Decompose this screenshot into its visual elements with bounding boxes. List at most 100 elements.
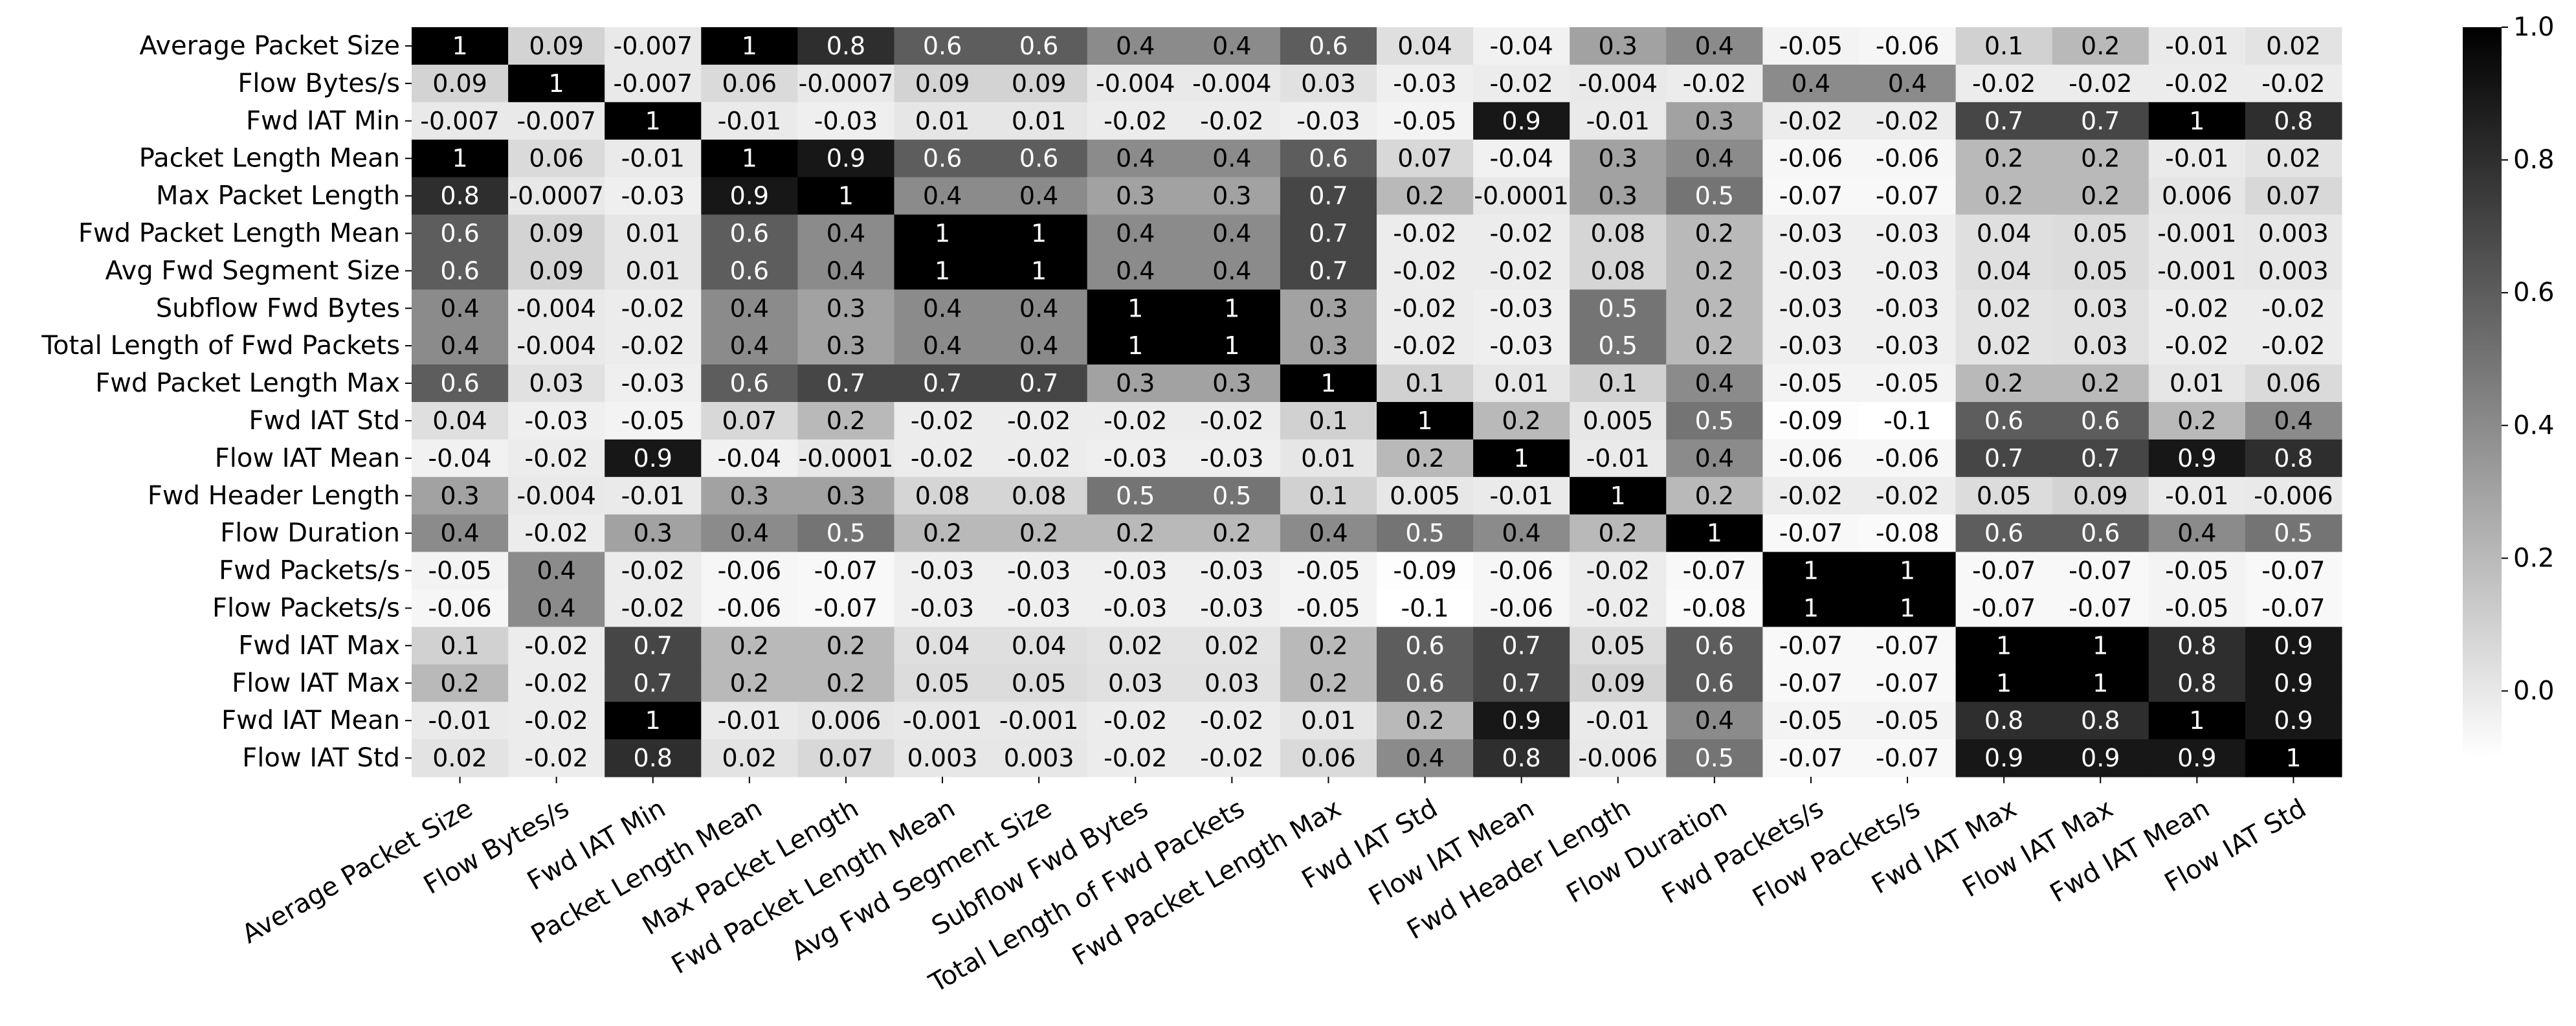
heatmap-cell-value: -0.07 [1779, 669, 1843, 697]
heatmap-cell-value: 0.5 [1405, 519, 1444, 548]
heatmap-cell [1666, 139, 1763, 178]
heatmap-cell [990, 702, 1088, 740]
heatmap-cell-value: 0.3 [1599, 32, 1638, 60]
heatmap-cell [1955, 252, 2053, 290]
heatmap-cell [2052, 476, 2149, 515]
heatmap-cell [1183, 139, 1281, 178]
heatmap-cell-value: -0.05 [1779, 32, 1843, 60]
heatmap-cell-value: 1 [2189, 706, 2204, 735]
heatmap-cell-value: -0.01 [718, 706, 781, 735]
heatmap-cell-value: 0.01 [1301, 444, 1356, 473]
heatmap-cell [2245, 214, 2342, 252]
heatmap-cell-value: 1 [742, 144, 757, 173]
heatmap-cell-value: 0.4 [537, 557, 575, 585]
heatmap-cell [1473, 289, 1570, 328]
heatmap-cell [2245, 139, 2342, 178]
heatmap-cell-value: -0.07 [1876, 669, 1939, 697]
colorbar-tick-label: 0.6 [2513, 278, 2555, 307]
heatmap-cell [1473, 102, 1570, 140]
y-tick-label: Flow IAT Max [232, 668, 400, 698]
heatmap-cell [412, 627, 509, 665]
heatmap-cell [1087, 589, 1184, 627]
heatmap-cell-value: 1 [935, 219, 950, 247]
heatmap-cell [1377, 552, 1474, 590]
heatmap-cell-value: 0.2 [1695, 294, 1734, 322]
heatmap-cell [1280, 402, 1377, 440]
heatmap-cell-value: -0.02 [1683, 69, 1746, 98]
y-axis-tick-labels: Average Packet Size Flow Bytes/s Fwd IAT M… [41, 31, 412, 773]
heatmap-cell-value: -0.02 [1876, 482, 1939, 510]
heatmap-cell [1859, 552, 1957, 590]
heatmap-cell-value: -0.03 [1876, 294, 1939, 322]
heatmap-cell [1473, 664, 1570, 702]
heatmap-cell [1377, 702, 1474, 740]
heatmap-cell [2245, 589, 2342, 627]
heatmap-cell [2148, 439, 2246, 478]
heatmap-cell-value: 0.8 [634, 744, 672, 772]
heatmap-cell-value: 1 [935, 256, 950, 285]
heatmap-cell [990, 364, 1088, 403]
heatmap-cell-value: 0.08 [915, 482, 970, 510]
heatmap-cell [1666, 589, 1763, 627]
heatmap-cell-value: 0.6 [923, 144, 962, 173]
heatmap-cell-value: 0.2 [1695, 331, 1734, 360]
heatmap-cell-value: 0.04 [432, 407, 487, 435]
heatmap-cell-value: 1 [742, 32, 757, 60]
heatmap-cell [1762, 214, 1860, 252]
heatmap-cell [1087, 139, 1184, 178]
heatmap-cell [1570, 664, 1667, 702]
heatmap-cell-value: 0.3 [1695, 107, 1734, 135]
heatmap-cell [2052, 439, 2149, 478]
heatmap-cell [1859, 139, 1957, 178]
heatmap-cell [1280, 627, 1377, 665]
heatmap-cell [412, 27, 509, 65]
heatmap-cell [1087, 439, 1184, 478]
y-tick-label: Fwd IAT Mean [221, 706, 400, 735]
heatmap-cell [1183, 627, 1281, 665]
heatmap-cell-value: 0.4 [2177, 519, 2216, 548]
heatmap-cell-value: 1 [452, 32, 467, 60]
heatmap-cell [1666, 327, 1763, 365]
heatmap-cell-value: 0.2 [1309, 631, 1348, 660]
y-tick-label: Flow IAT Std [242, 743, 400, 773]
heatmap-cell-value: -0.004 [1579, 69, 1658, 98]
heatmap-cell [1280, 552, 1377, 590]
heatmap-cell [1377, 214, 1474, 252]
heatmap-cell [797, 252, 895, 290]
heatmap-cell [1955, 589, 2053, 627]
heatmap-cell [1183, 102, 1281, 140]
heatmap-cell-value: -0.02 [2261, 331, 2325, 360]
heatmap-cell-value: -0.06 [718, 557, 781, 585]
heatmap-cell-value: 0.4 [537, 594, 575, 622]
heatmap-cell-value: 0.07 [2266, 182, 2321, 210]
heatmap-cell-value: 0.04 [1012, 631, 1067, 660]
heatmap-cell [1762, 402, 1860, 440]
heatmap-cell-value: -0.05 [621, 407, 685, 435]
heatmap-cell [1087, 664, 1184, 702]
x-tick-label: Fwd Packets/s [1657, 794, 1828, 910]
heatmap-cell [1955, 177, 2053, 216]
heatmap-cell-value: -0.02 [1200, 744, 1263, 772]
heatmap-cell-value: 0.02 [2266, 144, 2321, 173]
heatmap-cell [412, 364, 509, 403]
heatmap-cell [1859, 102, 1957, 140]
heatmap-cell-value: 0.08 [1012, 482, 1067, 510]
heatmap-cell-value: -0.1 [1401, 594, 1449, 622]
heatmap-cell [1087, 64, 1184, 103]
heatmap-cell-value: 0.006 [811, 706, 882, 735]
heatmap-cell-value: -0.02 [1393, 219, 1456, 247]
heatmap-cell-value: 0.05 [1590, 631, 1645, 660]
heatmap-cell [1087, 552, 1184, 590]
heatmap-cell-value: 0.01 [2170, 369, 2225, 397]
heatmap-cell-value: 0.3 [634, 519, 672, 548]
heatmap-cell [508, 177, 605, 216]
heatmap-cell-value: 1 [1417, 407, 1432, 435]
heatmap-cell [508, 702, 605, 740]
heatmap-cell-value: 0.2 [1984, 369, 2023, 397]
heatmap-cell-value: 0.9 [730, 182, 769, 210]
heatmap-cell-value: -0.001 [2157, 256, 2237, 285]
heatmap-cell [1183, 214, 1281, 252]
heatmap-cell [797, 589, 895, 627]
heatmap-cell [1087, 702, 1184, 740]
